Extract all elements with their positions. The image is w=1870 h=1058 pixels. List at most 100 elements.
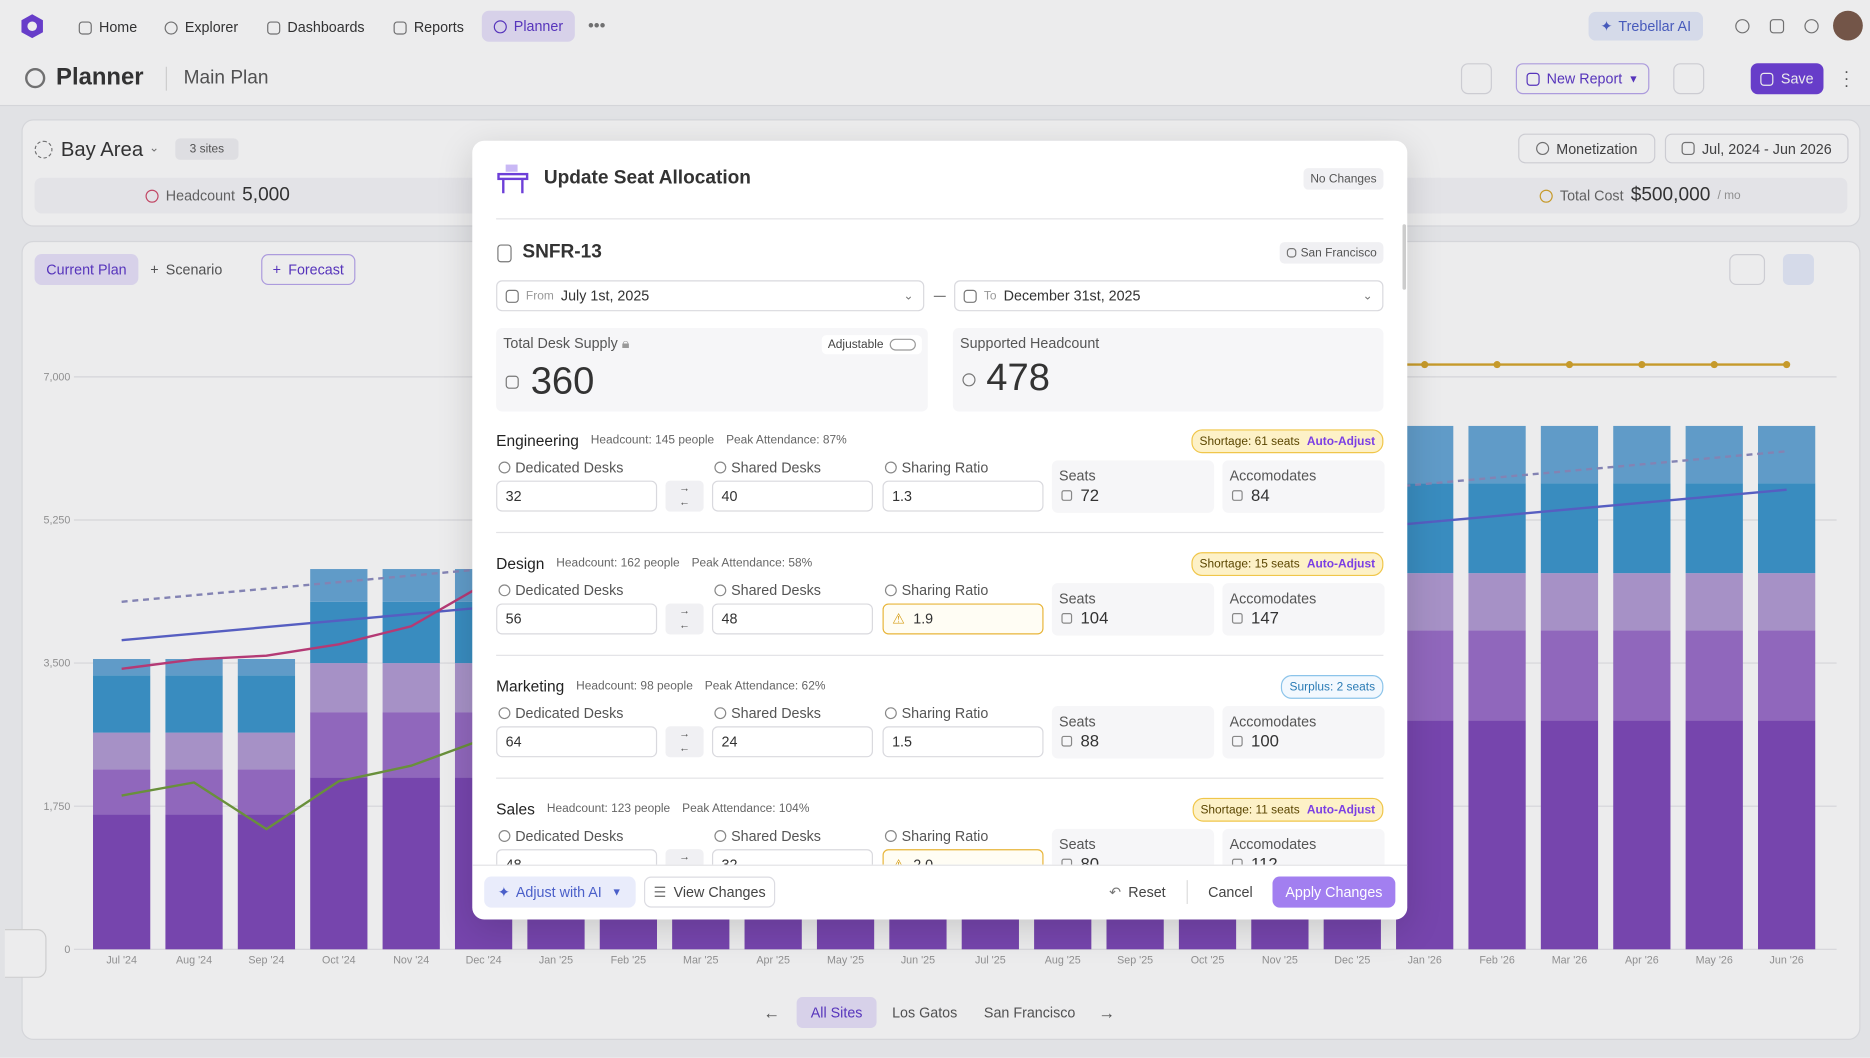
transfer-button[interactable]: →← <box>665 726 704 758</box>
button-label: New Report <box>1546 70 1623 88</box>
x-tick-label: Mar '26 <box>1552 955 1587 967</box>
nav-label: Reports <box>413 19 464 36</box>
site-tab[interactable]: Los Gatos <box>892 1004 958 1021</box>
status-pill: Shortage: 11 seats Auto-Adjust <box>1192 797 1384 822</box>
field-input[interactable]: 24 <box>711 726 873 758</box>
undo-button[interactable] <box>1673 63 1705 95</box>
logo[interactable] <box>19 13 45 39</box>
nav-more[interactable]: ••• <box>587 15 606 35</box>
bar-segment <box>237 658 296 676</box>
cancel-button[interactable]: Cancel <box>1208 883 1253 901</box>
reset-button[interactable]: ↶ Reset <box>1109 883 1166 901</box>
field-input[interactable]: 32 <box>496 480 658 512</box>
bar-segment <box>310 777 368 950</box>
field-input[interactable]: 64 <box>496 726 658 758</box>
metric-icon <box>1231 735 1243 747</box>
view-changes-button[interactable]: ☰ View Changes <box>644 876 776 908</box>
nav-reports[interactable]: Reports <box>393 19 464 36</box>
field-icon <box>498 584 511 597</box>
field-value: 2.0 <box>913 856 934 865</box>
field-label: Sharing Ratio <box>901 827 989 845</box>
transfer-button[interactable]: →← <box>665 603 704 635</box>
bar-segment <box>165 814 223 950</box>
range-dropdown[interactable]: Jul, 2024 - Jun 2026 <box>1664 133 1849 164</box>
field-input[interactable]: 56 <box>496 603 658 635</box>
headcount-stat: Headcount 5,000 <box>145 185 290 206</box>
field-icon <box>884 584 897 597</box>
ai-button[interactable]: ✦ Trebellar AI <box>1588 11 1704 41</box>
field-input[interactable]: 1.3 <box>882 480 1044 512</box>
from-date[interactable]: From July 1st, 2025 ⌄ <box>496 280 925 312</box>
transfer-button[interactable]: →← <box>665 849 704 865</box>
next-arrow[interactable]: → <box>1098 1002 1116 1023</box>
nav-explorer[interactable]: Explorer <box>164 19 238 36</box>
avatar[interactable] <box>1833 10 1863 41</box>
alert-toggle[interactable] <box>1729 254 1766 286</box>
field-input[interactable]: ⚠ 2.0 <box>882 849 1044 865</box>
x-tick-label: Jul '25 <box>975 955 1006 967</box>
auto-adjust-link[interactable]: Auto-Adjust <box>1306 803 1376 817</box>
bell-icon[interactable] <box>1735 19 1750 34</box>
bar-segment <box>237 732 296 770</box>
metric-icon <box>1231 858 1243 865</box>
adjust-ai-button[interactable]: ✦ Adjust with AI ▼ <box>484 876 636 908</box>
adjustable-toggle[interactable]: Adjustable <box>821 335 922 355</box>
to-date[interactable]: To December 31st, 2025 ⌄ <box>954 280 1384 312</box>
prev-arrow[interactable]: ← <box>763 1002 780 1023</box>
chart-view-toggle[interactable] <box>1782 254 1814 286</box>
field-input[interactable]: 1.5 <box>882 726 1044 758</box>
location-name[interactable]: Bay Area <box>60 138 144 162</box>
current-plan-tab[interactable]: Current Plan <box>34 254 139 286</box>
comment-button[interactable] <box>1460 63 1492 95</box>
assistant-widget[interactable] <box>4 929 47 978</box>
city: San Francisco <box>1300 246 1377 260</box>
x-tick-label: Jun '25 <box>901 955 935 967</box>
bar-segment <box>237 814 296 950</box>
transfer-button[interactable]: →← <box>665 480 704 512</box>
warning-icon: ⚠ <box>892 856 905 865</box>
nav-planner[interactable]: Planner <box>481 10 575 42</box>
site-tab[interactable]: All Sites <box>796 997 877 1029</box>
field-input[interactable]: 32 <box>711 849 873 865</box>
field-input[interactable]: ⚠ 1.9 <box>882 603 1044 635</box>
divider <box>496 654 1384 656</box>
bar-segment <box>1468 720 1526 950</box>
apply-button[interactable]: Apply Changes <box>1272 876 1396 908</box>
department-name: Sales <box>496 799 535 818</box>
button-label: Reset <box>1128 883 1166 901</box>
field-icon <box>714 584 727 597</box>
field-label: Sharing Ratio <box>901 459 989 476</box>
metric-dropdown[interactable]: Monetization <box>1518 133 1656 164</box>
auto-adjust-link[interactable]: Auto-Adjust <box>1306 434 1376 448</box>
x-tick-label: Sep '24 <box>248 955 284 967</box>
scrollbar[interactable] <box>1402 224 1407 290</box>
scenario-tab[interactable]: + Scenario <box>150 261 223 278</box>
field-label: Dedicated Desks <box>515 704 624 722</box>
settings-icon[interactable] <box>1804 19 1819 34</box>
field-input[interactable]: 40 <box>711 480 873 512</box>
divider <box>496 777 1384 779</box>
forecast-button[interactable]: + Forecast <box>261 254 356 286</box>
kebab[interactable]: · · · <box>1843 60 1850 95</box>
field-input[interactable]: 48 <box>711 603 873 635</box>
date-value: July 1st, 2025 <box>560 287 650 305</box>
line-marker <box>1421 361 1429 369</box>
bar-segment <box>1758 720 1816 950</box>
bar-segment <box>1758 425 1816 484</box>
building-icon <box>497 244 512 263</box>
supply-value: 360 <box>530 358 595 402</box>
department-header: Design Headcount: 162 people Peak Attendan… <box>496 552 812 573</box>
stat-label: Total Cost <box>1559 187 1624 204</box>
save-button[interactable]: Save <box>1750 63 1824 95</box>
field-input[interactable]: 48 <box>496 849 658 865</box>
auto-adjust-link[interactable]: Auto-Adjust <box>1306 557 1376 571</box>
bug-icon[interactable] <box>1769 19 1785 34</box>
site-switcher: ← All Sites Los Gatos San Francisco → <box>754 997 1124 1030</box>
top-nav: Home Explorer Dashboards Reports Planner… <box>0 0 1870 54</box>
new-report-button[interactable]: New Report ▼ <box>1515 63 1650 95</box>
nav-dashboards[interactable]: Dashboards <box>267 19 365 36</box>
bar-segment <box>1613 630 1671 721</box>
nav-home[interactable]: Home <box>78 19 137 36</box>
field-icon <box>884 461 897 474</box>
site-tab[interactable]: San Francisco <box>983 1004 1076 1021</box>
